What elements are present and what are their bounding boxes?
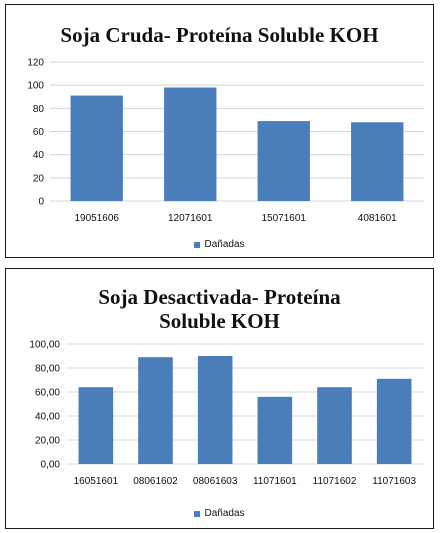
x-tick-label: 16051601 xyxy=(74,476,119,487)
chart-title-line-1: Soja Desactivada- Proteína xyxy=(98,285,341,309)
x-tick-label: 15071601 xyxy=(262,213,307,224)
legend: Dañadas xyxy=(6,239,433,250)
y-tick-label: 80,00 xyxy=(35,364,60,375)
bar xyxy=(257,396,293,464)
legend-label: Dañadas xyxy=(204,508,245,519)
y-tick-label: 0,00 xyxy=(41,460,61,471)
chart-panel-soja-cruda: Soja Cruda- Proteína Soluble KOH 0 20 40 60… xyxy=(5,4,434,258)
legend: Dañadas xyxy=(6,508,433,519)
y-tick-label: 20,00 xyxy=(35,436,60,447)
y-tick-label: 80 xyxy=(33,104,45,115)
y-tick-label: 20 xyxy=(33,173,45,184)
bar xyxy=(78,387,114,464)
bar xyxy=(317,387,352,464)
y-tick-label: 120 xyxy=(27,58,44,69)
chart-title-line-2: Soluble KOH xyxy=(159,309,280,333)
legend-label: Dañadas xyxy=(204,239,245,250)
chart-title: Soja Desactivada- Proteína Soluble KOH xyxy=(6,285,433,333)
y-tick-label: 60 xyxy=(33,127,45,138)
y-tick-label: 40 xyxy=(33,150,45,161)
bar xyxy=(197,356,233,464)
bar xyxy=(351,122,404,201)
x-tick-label: 11071603 xyxy=(372,476,416,487)
x-tick-label: 12071601 xyxy=(168,213,213,224)
x-tick-label: 08061602 xyxy=(133,476,178,487)
x-tick-label: 19051606 xyxy=(75,213,120,224)
x-tick-label: 11071602 xyxy=(313,476,357,487)
bar xyxy=(70,95,123,201)
y-tick-label: 100,00 xyxy=(29,340,60,351)
x-tick-label: 11071601 xyxy=(253,476,297,487)
chart-title: Soja Cruda- Proteína Soluble KOH xyxy=(60,23,379,47)
chart-panel-soja-desactivada: Soja Desactivada- Proteína Soluble KOH 0… xyxy=(5,268,434,529)
y-tick-label: 0 xyxy=(38,197,44,208)
bar-chart-soja-cruda: 0 20 40 60 80 100 120 19051606 12071601 15071601 4… xyxy=(27,58,424,224)
bar xyxy=(257,121,310,201)
legend-swatch xyxy=(194,510,201,517)
legend-swatch xyxy=(194,241,201,248)
bar xyxy=(376,378,412,464)
y-tick-label: 100 xyxy=(27,81,44,92)
x-tick-label: 4081601 xyxy=(358,213,397,224)
bar xyxy=(138,357,173,464)
y-tick-label: 60,00 xyxy=(35,388,60,399)
bar-chart-soja-desactivada: 0,00 20,00 40,00 60,00 80,00 100,00 16051601 08… xyxy=(29,340,424,487)
y-tick-label: 40,00 xyxy=(35,412,60,423)
x-tick-label: 08061603 xyxy=(193,476,238,487)
bar xyxy=(164,87,217,201)
